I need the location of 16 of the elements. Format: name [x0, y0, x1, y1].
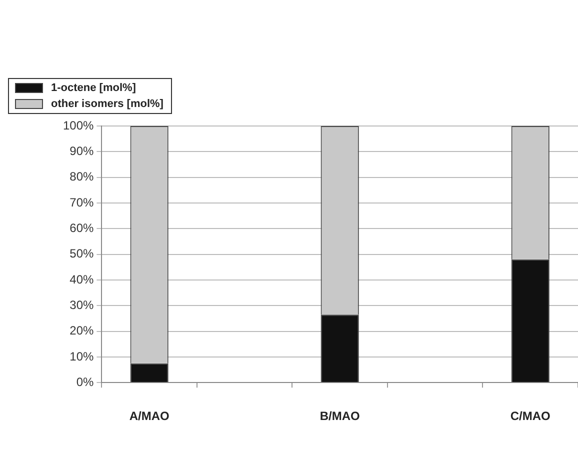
- legend-label: other isomers [mol%]: [51, 98, 164, 110]
- x-tick-label: A/MAO: [129, 409, 170, 424]
- y-tick-label: 70%: [70, 195, 94, 210]
- legend-label: 1-octene [mol%]: [51, 82, 136, 94]
- y-tick-label: 60%: [70, 220, 94, 235]
- y-tick-label: 10%: [70, 349, 94, 364]
- y-tick-label: 50%: [70, 246, 94, 261]
- y-tick-label: 40%: [70, 272, 94, 286]
- y-tick-label: 90%: [70, 144, 94, 158]
- x-tick-label: C/MAO: [510, 409, 550, 424]
- y-tick-label: 0%: [76, 374, 94, 389]
- x-tick-label: B/MAO: [320, 409, 360, 424]
- y-tick-label: 100%: [62, 118, 94, 132]
- y-tick-label: 20%: [70, 324, 94, 338]
- y-tick-label: 80%: [70, 170, 94, 184]
- y-tick-label: 30%: [70, 298, 94, 312]
